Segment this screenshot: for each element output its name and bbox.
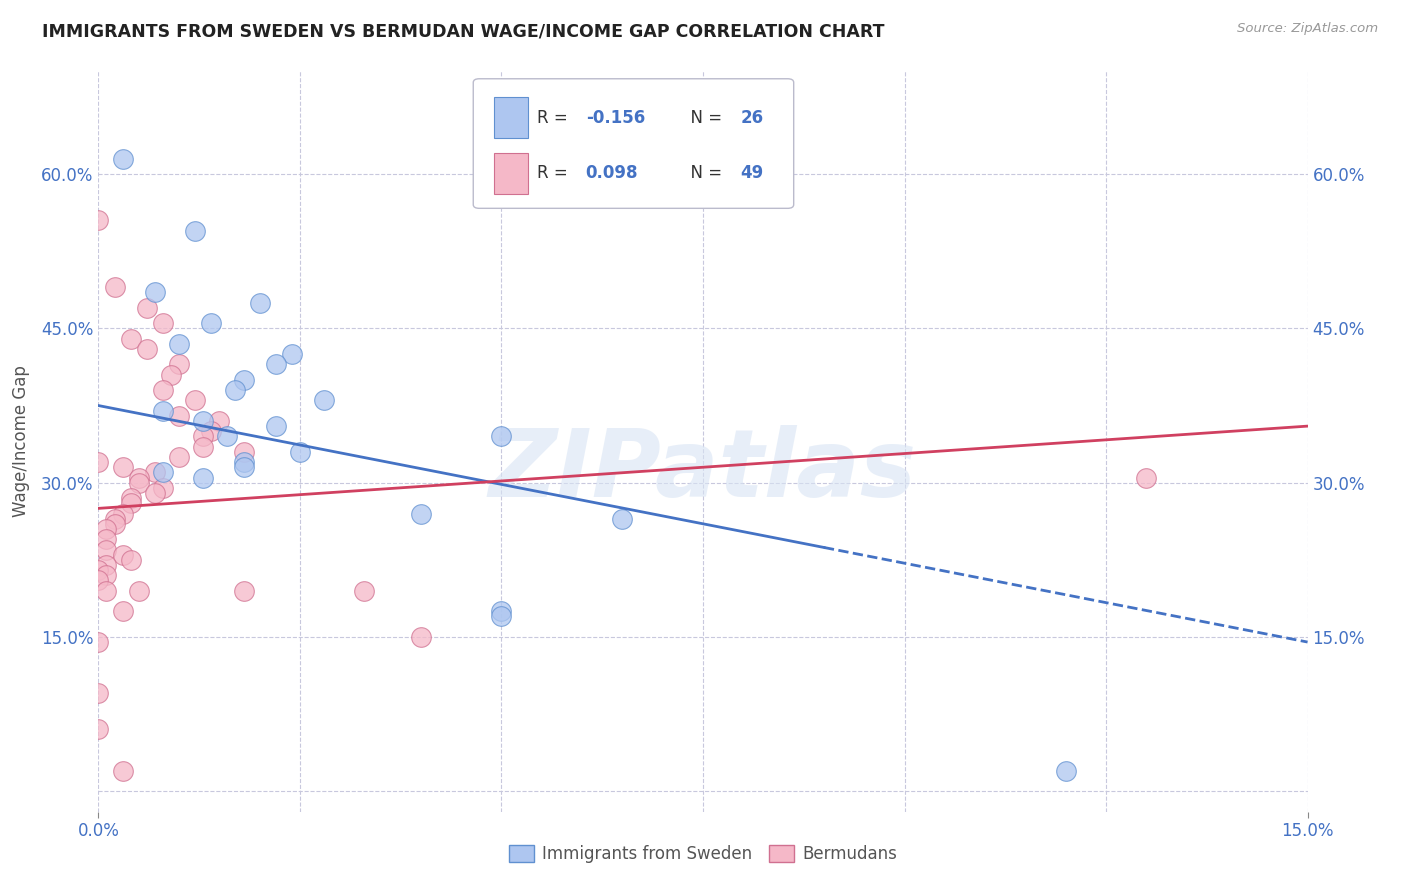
Point [224, 383, 246, 397]
Point [128, 470, 150, 484]
Point [128, 583, 150, 598]
Point [152, 316, 174, 330]
Point [111, 604, 134, 618]
Point [111, 548, 134, 562]
Point [314, 393, 336, 408]
Point [167, 450, 190, 464]
Point [184, 393, 207, 408]
Point [96, 583, 118, 598]
Point [87, 686, 110, 700]
Point [193, 429, 215, 443]
Point [120, 496, 142, 510]
Point [409, 507, 432, 521]
Point [249, 295, 271, 310]
Point [87, 574, 110, 588]
Point [1135, 470, 1157, 484]
Point [96, 558, 118, 572]
Point [491, 604, 513, 618]
Point [491, 429, 513, 443]
Point [135, 342, 157, 356]
Point [491, 609, 513, 624]
Point [264, 419, 287, 434]
Point [208, 414, 231, 428]
Text: R =: R = [537, 164, 574, 182]
Point [232, 583, 254, 598]
Point [264, 358, 287, 372]
Text: ZIPatlas: ZIPatlas [489, 425, 917, 517]
Point [409, 630, 432, 644]
Point [103, 516, 125, 531]
Point [232, 455, 254, 469]
Point [96, 533, 118, 547]
Point [87, 635, 110, 649]
Point [143, 486, 166, 500]
Text: IMMIGRANTS FROM SWEDEN VS BERMUDAN WAGE/INCOME GAP CORRELATION CHART: IMMIGRANTS FROM SWEDEN VS BERMUDAN WAGE/… [42, 22, 884, 40]
Bar [494, 153, 527, 194]
Point [200, 316, 222, 330]
Point [87, 455, 110, 469]
Point [217, 429, 239, 443]
Text: Source: ZipAtlas.com: Source: ZipAtlas.com [1237, 22, 1378, 36]
Point [281, 347, 304, 361]
Text: N =: N = [681, 164, 727, 182]
Point [167, 358, 190, 372]
Point [103, 511, 125, 525]
Point [288, 445, 311, 459]
Point [193, 414, 215, 428]
Point [135, 301, 157, 315]
Point [152, 383, 174, 397]
Bar [494, 97, 527, 138]
Y-axis label: Wage/Income Gap: Wage/Income Gap [11, 366, 30, 517]
Point [167, 336, 190, 351]
Point [96, 522, 118, 536]
Point [160, 368, 183, 382]
Point [96, 568, 118, 582]
Point [193, 440, 215, 454]
Point [96, 542, 118, 557]
Point [232, 445, 254, 459]
Point [143, 466, 166, 480]
Text: 49: 49 [741, 164, 763, 182]
Point [87, 563, 110, 577]
Point [232, 460, 254, 475]
Point [193, 470, 215, 484]
Point [120, 332, 142, 346]
FancyBboxPatch shape [474, 78, 793, 209]
Text: 0.098: 0.098 [586, 164, 638, 182]
Point [111, 460, 134, 475]
Point [111, 152, 134, 166]
Text: R =: R = [537, 109, 574, 127]
Point [184, 224, 207, 238]
Point [143, 285, 166, 300]
Point [200, 424, 222, 438]
Point [152, 403, 174, 417]
Point [87, 213, 110, 227]
Point [111, 764, 134, 778]
Text: -0.156: -0.156 [586, 109, 645, 127]
Point [152, 466, 174, 480]
Point [152, 481, 174, 495]
Point [120, 491, 142, 505]
Legend: Immigrants from Sweden, Bermudans: Immigrants from Sweden, Bermudans [502, 838, 904, 870]
Point [120, 553, 142, 567]
Point [87, 723, 110, 737]
Point [128, 475, 150, 490]
Text: 26: 26 [741, 109, 763, 127]
Point [232, 373, 254, 387]
Point [353, 583, 375, 598]
Text: N =: N = [681, 109, 727, 127]
Point [103, 280, 125, 294]
Point [612, 511, 634, 525]
Point [167, 409, 190, 423]
Point [1054, 764, 1077, 778]
Point [111, 507, 134, 521]
